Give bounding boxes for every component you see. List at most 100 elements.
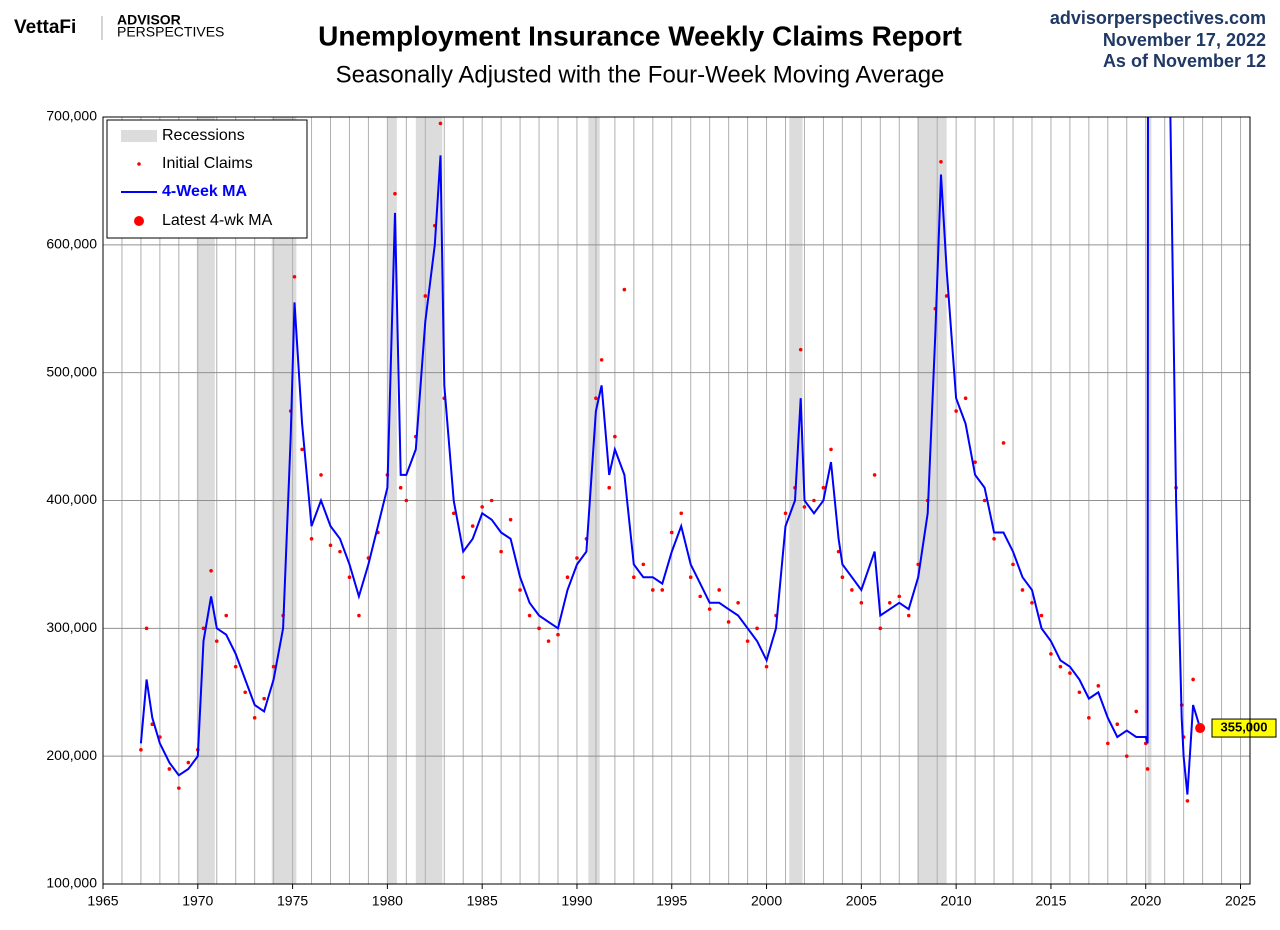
claim-dot [897, 594, 902, 599]
claim-dot [783, 511, 788, 516]
claim-dot [1087, 716, 1091, 720]
claim-dot [707, 607, 712, 611]
x-tick-label: 2015 [1035, 893, 1066, 909]
claim-dot [594, 396, 598, 401]
brand-name: VettaFi [14, 17, 76, 38]
y-tick-label: 100,000 [46, 875, 97, 891]
plot-frame [102, 116, 1251, 885]
claim-dot [906, 613, 911, 618]
claim-dot [1049, 652, 1053, 656]
legend-label: Initial Claims [162, 155, 253, 172]
claim-dot [622, 287, 627, 292]
claim-dot [404, 498, 409, 503]
claim-dot [878, 626, 883, 631]
claim-dot [1185, 799, 1190, 803]
y-tick-label: 700,000 [46, 108, 97, 124]
claim-dot [338, 549, 342, 554]
claim-dot [480, 505, 484, 509]
claim-dot [271, 664, 276, 669]
y-tick-label: 500,000 [46, 363, 97, 379]
claim-dot [470, 524, 475, 528]
claim-dot [309, 537, 314, 541]
claim-dot [641, 562, 646, 567]
claim-dot [451, 511, 456, 516]
claim-dot [973, 460, 977, 464]
claim-dot [537, 626, 541, 631]
annotation-box [1211, 718, 1277, 738]
source-date: November 17, 2022 [1103, 30, 1266, 50]
latest-point [1195, 723, 1206, 734]
chart-title: Unemployment Insurance Weekly Claims Rep… [318, 20, 962, 51]
claim-dot [632, 575, 636, 579]
claim-dot [992, 537, 996, 541]
claim-dot [1011, 562, 1015, 567]
claim-dot [613, 434, 617, 439]
legend-recession [121, 130, 157, 142]
claim-dot [214, 639, 219, 643]
y-tick-label: 200,000 [46, 747, 97, 763]
chart-subtitle: Seasonally Adjusted with the Four-Week M… [336, 61, 945, 88]
claim-dot [1096, 684, 1101, 688]
claim-dot [499, 549, 503, 554]
claim-dot [556, 632, 560, 637]
claim-dot [669, 530, 674, 535]
claim-dot [508, 517, 513, 522]
claim-dot [300, 447, 304, 452]
legend-label: Recessions [162, 127, 245, 144]
x-tick-label: 2020 [1130, 893, 1161, 909]
claim-dot [565, 575, 570, 579]
annotation: 355,000 [1221, 719, 1268, 734]
legend-latest [134, 216, 144, 226]
moving-average-line [139, 117, 1202, 795]
legend-label: Latest 4-wk MA [162, 212, 273, 229]
claim-dot [167, 767, 172, 771]
x-tick-label: 2025 [1225, 893, 1256, 909]
claim-dot [438, 121, 443, 126]
claim-dot [1030, 600, 1034, 605]
claim-dot [1124, 754, 1129, 758]
claim-dot [546, 639, 551, 643]
claim-dot [599, 358, 604, 362]
claim-dot [461, 575, 466, 579]
claim-dot [679, 511, 684, 516]
claim-dot [1039, 613, 1044, 618]
claim-dot [423, 294, 428, 298]
claim-dot [1001, 441, 1006, 445]
claim-dot [224, 613, 229, 618]
claim-dot [1106, 741, 1110, 746]
claim-dot [1145, 767, 1150, 771]
claim-dot [1115, 722, 1120, 727]
claim-dot [347, 575, 352, 579]
claim-dot [963, 396, 968, 401]
claim-dot [859, 600, 864, 605]
claim-dot [1134, 709, 1139, 714]
claim-dot [798, 347, 803, 352]
claim-dot [1058, 664, 1063, 669]
claim-dot [1169, 90, 1173, 94]
claim-dot [177, 786, 181, 790]
x-tick-label: 1970 [182, 893, 213, 909]
legend-claim [137, 162, 141, 166]
claim-dot [233, 664, 238, 669]
claim-dot [328, 543, 333, 548]
source-site: advisorperspectives.com [1050, 8, 1266, 28]
claim-dot [829, 447, 833, 452]
legend-label: 4-Week MA [162, 183, 248, 200]
claim-dot [872, 473, 877, 477]
claim-dot [954, 409, 958, 413]
claim-dot [1068, 671, 1072, 675]
claim-dot [575, 556, 579, 560]
claim-dot [144, 626, 149, 631]
claim-dot [489, 498, 494, 503]
claim-dot [688, 575, 693, 579]
brand-sub: PERSPECTIVES [117, 24, 224, 40]
claim-dot [850, 588, 854, 592]
claim-dot [398, 485, 403, 490]
claim-dot [812, 498, 816, 503]
claim-dot [755, 626, 759, 631]
claim-dot [821, 485, 826, 490]
claim-dot [527, 613, 532, 618]
y-tick-label: 600,000 [46, 236, 97, 252]
claim-dot [982, 498, 987, 503]
claim-dot [764, 664, 769, 669]
